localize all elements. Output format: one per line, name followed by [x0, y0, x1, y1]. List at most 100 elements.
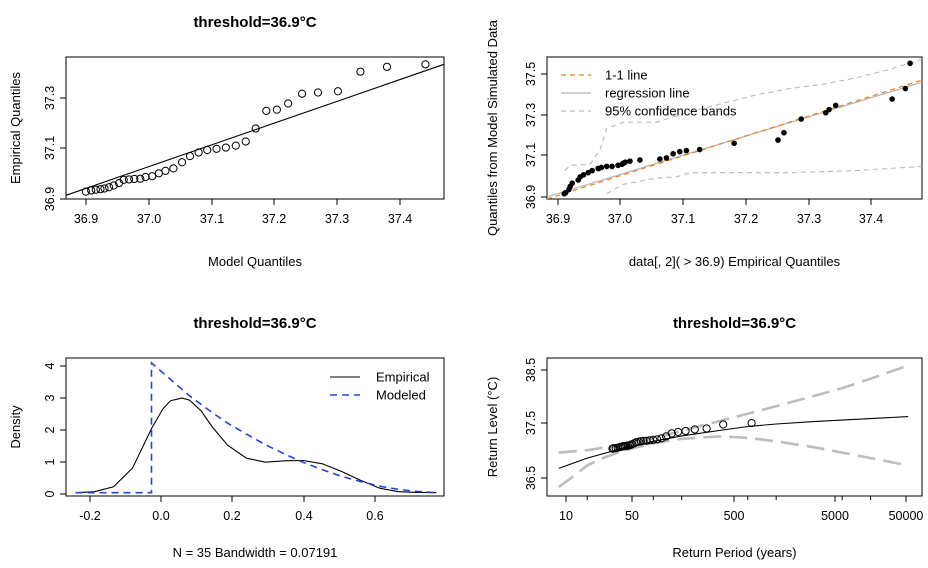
- density-x-axis-label: N = 35 Bandwidth = 0.07191: [173, 545, 338, 560]
- sim-point: [637, 157, 643, 163]
- sim-y-tick-label: 36.9: [524, 185, 538, 209]
- qq-point: [262, 106, 271, 115]
- sim-y-tick-label: 37.3: [524, 103, 538, 127]
- return-y-tick-label: 37.5: [524, 411, 538, 435]
- return-y-tick-label: 38.5: [524, 358, 538, 382]
- density-x-tick-label: 0.2: [223, 509, 240, 523]
- qq-y-axis-label: Empirical Quantiles: [8, 72, 23, 184]
- sim-point: [569, 180, 576, 187]
- sim-y-axis-label: Quantiles from Model Simulated Data: [485, 19, 500, 236]
- qq-point: [382, 62, 392, 71]
- return-point: [702, 424, 711, 433]
- qq-point: [241, 137, 250, 146]
- density-x-tick-label: 0.0: [152, 509, 169, 523]
- qq-point: [177, 158, 187, 167]
- sim-legend-label: regression line: [605, 86, 690, 101]
- qq-point: [231, 141, 240, 150]
- return-point: [609, 444, 618, 453]
- sim-one-to-one-line: [547, 79, 922, 199]
- qq-reference-line: [65, 63, 445, 196]
- sim-plot-frame: [546, 56, 923, 200]
- density-series-empirical: [75, 397, 437, 494]
- density-y-tick-label: 2: [43, 426, 57, 433]
- sim-point: [907, 60, 913, 67]
- qq-point: [136, 174, 145, 183]
- qq-point: [119, 175, 128, 185]
- sim-point: [902, 85, 909, 92]
- sim-point: [731, 140, 737, 147]
- sim-point: [781, 129, 787, 136]
- qq-point: [421, 60, 430, 69]
- return-upper-ci-curve: [558, 364, 909, 454]
- qq-title: threshold=36.9°C: [193, 14, 316, 31]
- return-point: [636, 437, 646, 446]
- qq-point: [212, 144, 221, 153]
- qq-point: [124, 175, 134, 184]
- return-lower-ci-curve: [558, 435, 909, 489]
- qq-point: [356, 67, 365, 76]
- sim-x-tick-label: 37.2: [734, 212, 758, 226]
- qq-point: [87, 186, 96, 195]
- qq-x-tick-label: 37.4: [388, 212, 412, 226]
- sim-point: [826, 106, 832, 113]
- density-y-tick-label: 1: [43, 458, 57, 465]
- qq-point: [313, 88, 323, 97]
- sim-point: [889, 96, 895, 102]
- sim-point: [627, 158, 633, 164]
- qq-point: [333, 87, 342, 96]
- qq-point: [185, 152, 195, 161]
- qq-point: [221, 143, 230, 152]
- density-legend-label: Empirical: [376, 370, 430, 385]
- density-x-tick-label: -0.2: [79, 509, 101, 523]
- return-y-axis-label: Return Level (°C): [485, 377, 500, 478]
- qq-x-tick-label: 36.9: [74, 212, 98, 226]
- density-x-tick-label: 0.6: [366, 509, 383, 523]
- return-point: [653, 435, 662, 444]
- simulated-qq-plot-panel: 36.9 37.0 37.1 37.2 37.3 37.4 36.9 37.1 37.3 37.5…: [485, 19, 923, 269]
- sim-upper-confidence-band: [564, 58, 922, 171]
- return-x-tick-label: 50: [625, 509, 639, 523]
- sim-point: [580, 172, 587, 178]
- return-point: [639, 436, 648, 445]
- sim-x-tick-label: 37.0: [608, 212, 632, 226]
- sim-regression-line: [547, 81, 922, 198]
- return-point: [667, 429, 676, 438]
- sim-x-tick-label: 36.9: [546, 212, 570, 226]
- qq-point: [284, 99, 293, 108]
- qq-point: [130, 174, 139, 184]
- qq-point: [272, 105, 281, 114]
- density-y-tick-label: 0: [43, 490, 57, 497]
- sim-legend-label: 1-1 line: [605, 68, 648, 83]
- sim-point: [670, 150, 676, 157]
- sim-y-tick-label: 37.1: [524, 143, 538, 167]
- density-title: threshold=36.9°C: [193, 315, 316, 332]
- return-point: [657, 434, 666, 443]
- qq-x-tick-label: 37.3: [325, 212, 349, 226]
- return-x-tick-label: 10: [559, 509, 573, 523]
- sim-point: [663, 155, 670, 161]
- sim-point: [798, 116, 805, 122]
- return-x-axis-label: Return Period (years): [672, 545, 796, 560]
- qq-y-tick-label: 36.9: [43, 187, 57, 211]
- sim-point: [676, 148, 683, 155]
- density-plot-frame: [65, 357, 445, 497]
- sim-point: [598, 164, 605, 171]
- density-y-tick-label: 3: [43, 394, 57, 401]
- return-y-tick-label: 36.5: [524, 466, 538, 490]
- density-y-tick-label: 4: [43, 362, 57, 369]
- sim-x-tick-label: 37.4: [859, 212, 883, 226]
- return-x-tick-label: 50000: [889, 509, 924, 523]
- qq-point: [141, 172, 150, 182]
- sim-point: [683, 147, 690, 154]
- qq-y-tick-label: 37.3: [43, 86, 57, 110]
- qq-point: [109, 181, 118, 190]
- return-title: threshold=36.9°C: [673, 315, 796, 332]
- sim-x-axis-label: data[, 2]( > 36.9) Empirical Quantiles: [629, 254, 841, 269]
- return-point: [681, 426, 690, 436]
- return-level-plot-panel: 10 50 500 5000 50000 36.5 37.5 38.5 threshold=36…: [485, 315, 923, 560]
- qq-point: [154, 169, 163, 178]
- qq-point: [148, 172, 157, 181]
- sim-plot-area: [547, 58, 922, 199]
- qq-point: [251, 124, 260, 133]
- qq-x-tick-label: 37.0: [137, 212, 161, 226]
